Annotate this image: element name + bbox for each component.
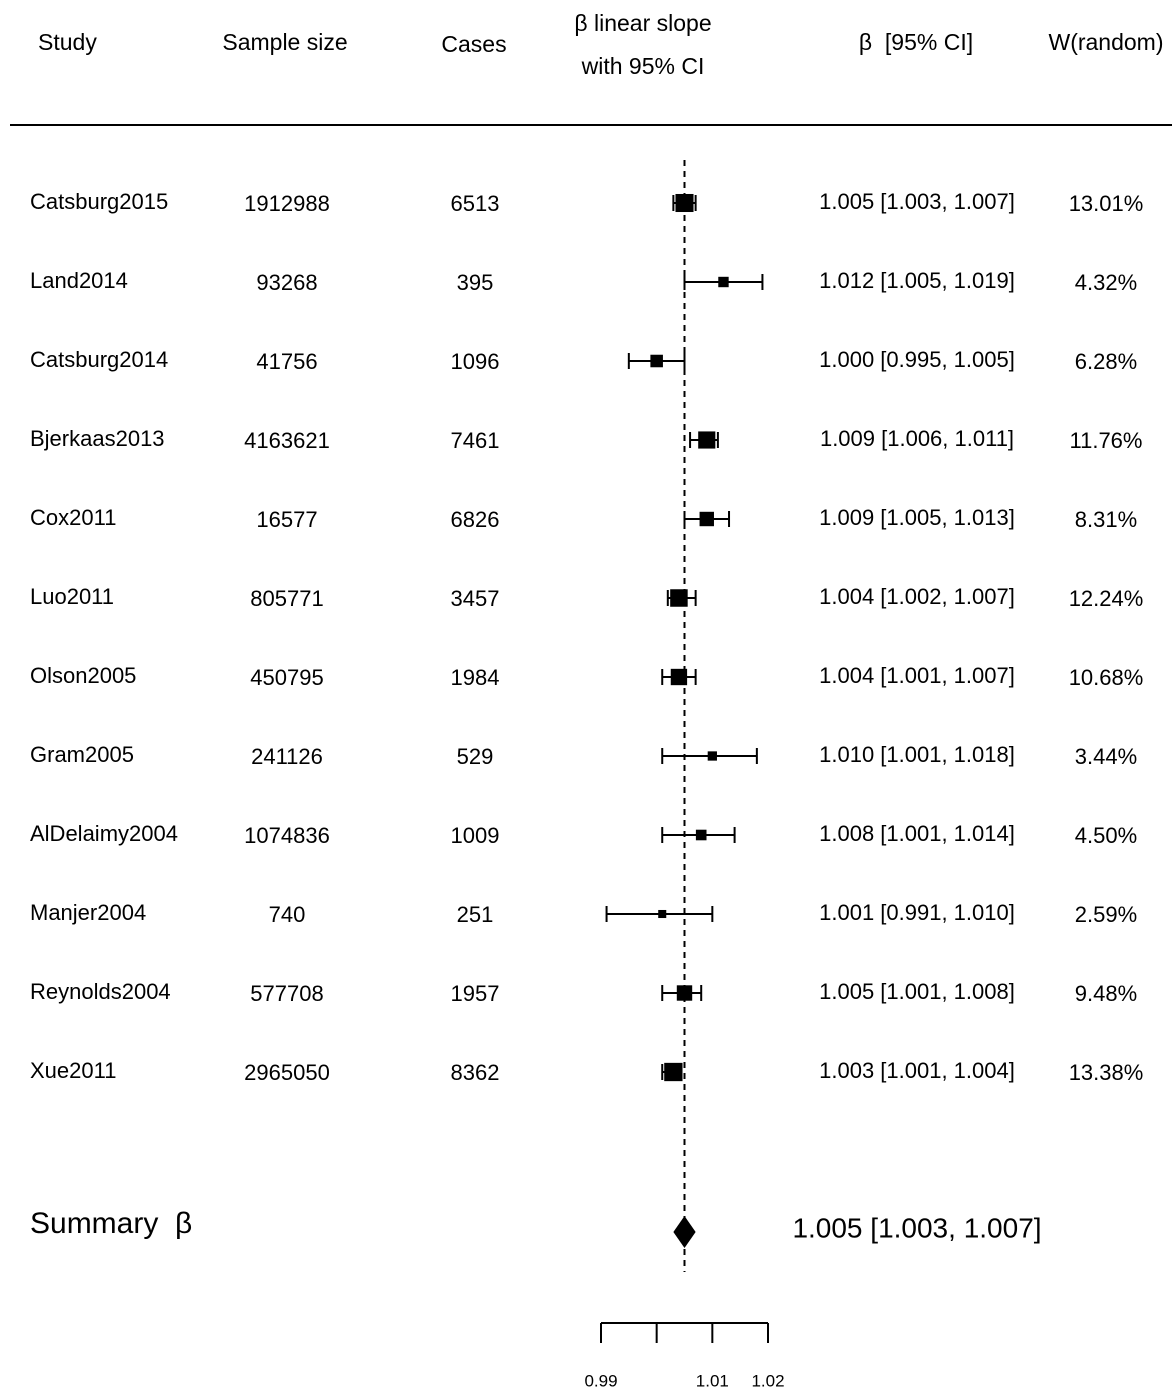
cases: 7461 [451, 428, 500, 453]
estimate-box [699, 511, 714, 527]
sample-size: 93268 [256, 270, 317, 295]
cases: 1009 [451, 823, 500, 848]
estimate-box [707, 751, 717, 761]
ci-label: 1.005 [1.003, 1.007] [819, 189, 1015, 214]
weight-label: 4.32% [1075, 270, 1137, 295]
sample-size: 4163621 [244, 428, 330, 453]
weight-label: 8.31% [1075, 507, 1137, 532]
cases: 395 [457, 270, 494, 295]
study-name: Catsburg2014 [30, 347, 168, 372]
header-plot: with 95% CI [581, 53, 705, 79]
study-name: Manjer2004 [30, 900, 146, 925]
weight-label: 6.28% [1075, 349, 1137, 374]
ci-label: 1.008 [1.001, 1.014] [819, 821, 1015, 846]
weight-label: 4.50% [1075, 823, 1137, 848]
study-name: Luo2011 [30, 584, 114, 609]
ci-label: 1.010 [1.001, 1.018] [819, 742, 1015, 767]
header-weight: W(random) [1048, 29, 1163, 55]
sample-size: 16577 [256, 507, 317, 532]
header-sample-size: Sample size [222, 29, 347, 55]
cases: 6513 [451, 191, 500, 216]
study-name: Bjerkaas2013 [30, 426, 165, 451]
summary-label: Summary β [30, 1207, 192, 1240]
estimate-box [698, 431, 716, 449]
sample-size: 1912988 [244, 191, 330, 216]
weight-label: 13.01% [1069, 191, 1144, 216]
header-cases: Cases [441, 31, 506, 57]
sample-size: 41756 [256, 349, 317, 374]
sample-size: 2965050 [244, 1060, 330, 1085]
estimate-box [650, 354, 663, 368]
sample-size: 805771 [250, 586, 323, 611]
cases: 1984 [451, 665, 500, 690]
estimate-box [670, 668, 688, 686]
x-tick-label: 1.02 [751, 1371, 784, 1390]
study-name: Xue2011 [30, 1058, 116, 1083]
weight-label: 12.24% [1069, 586, 1144, 611]
weight-label: 11.76% [1070, 428, 1143, 453]
weight-label: 2.59% [1075, 902, 1137, 927]
ci-label: 1.004 [1.002, 1.007] [819, 584, 1015, 609]
study-name: AlDelaimy2004 [30, 821, 178, 846]
summary-diamond [673, 1216, 696, 1248]
x-tick-label: 0.99 [584, 1371, 617, 1390]
header-study: Study [38, 29, 97, 55]
cases: 251 [457, 902, 494, 927]
study-name: Olson2005 [30, 663, 136, 688]
header-plot: β linear slope [574, 10, 711, 36]
ci-label: 1.003 [1.001, 1.004] [819, 1058, 1015, 1083]
study-name: Gram2005 [30, 742, 134, 767]
cases: 6826 [451, 507, 500, 532]
study-name: Reynolds2004 [30, 979, 171, 1004]
cases: 1096 [451, 349, 500, 374]
weight-label: 3.44% [1075, 744, 1137, 769]
sample-size: 241126 [251, 744, 323, 769]
cases: 1957 [451, 981, 500, 1006]
estimate-box [718, 276, 729, 288]
cases: 3457 [451, 586, 500, 611]
cases: 8362 [451, 1060, 500, 1085]
cases: 529 [457, 744, 494, 769]
estimate-box [670, 589, 688, 607]
study-name: Land2014 [30, 268, 128, 293]
sample-size: 740 [269, 902, 306, 927]
estimate-box [664, 1062, 683, 1082]
study-name: Catsburg2015 [30, 189, 168, 214]
estimate-box [695, 829, 707, 841]
ci-label: 1.004 [1.001, 1.007] [819, 663, 1015, 688]
sample-size: 1074836 [244, 823, 330, 848]
estimate-box [658, 909, 667, 919]
sample-size: 450795 [250, 665, 323, 690]
study-name: Cox2011 [30, 505, 116, 530]
estimate-box [675, 193, 694, 213]
weight-label: 9.48% [1075, 981, 1137, 1006]
summary-ci-label: 1.005 [1.003, 1.007] [792, 1212, 1041, 1243]
ci-label: 1.009 [1.006, 1.011] [820, 426, 1014, 451]
estimate-box [676, 985, 693, 1001]
ci-label: 1.009 [1.005, 1.013] [819, 505, 1015, 530]
ci-label: 1.001 [0.991, 1.010] [819, 900, 1015, 925]
weight-label: 10.68% [1069, 665, 1144, 690]
x-tick-label: 1.01 [696, 1371, 729, 1390]
sample-size: 577708 [250, 981, 323, 1006]
ci-label: 1.012 [1.005, 1.019] [819, 268, 1015, 293]
weight-label: 13.38% [1069, 1060, 1144, 1085]
ci-label: 1.000 [0.995, 1.005] [819, 347, 1015, 372]
header-ci: β [95% CI] [859, 29, 973, 55]
ci-label: 1.005 [1.001, 1.008] [819, 979, 1015, 1004]
